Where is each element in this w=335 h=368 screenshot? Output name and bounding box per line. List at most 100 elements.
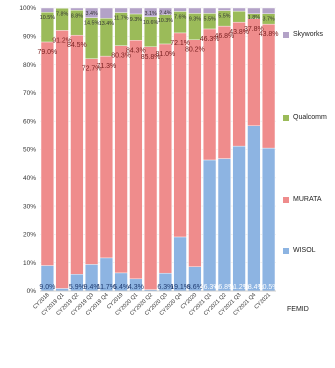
- data-label-murata: 43.8%: [259, 31, 279, 38]
- femid-label: FEMID: [287, 306, 309, 313]
- y-tick-label: 50%: [23, 147, 36, 154]
- legend-label: MURATA: [293, 196, 322, 203]
- y-tick-label: 30%: [23, 203, 36, 210]
- data-label-qualcomm: 14.5%: [84, 21, 99, 27]
- y-tick-label: 10%: [23, 260, 36, 267]
- y-axis: 0% 10% 20% 30% 40% 50% 60% 70% 80% 90% 100%: [19, 5, 36, 295]
- legend-label: Qualcomm: [293, 114, 327, 121]
- data-label-murata: 43.8%: [229, 29, 249, 36]
- legend-item-qualcomm: Qualcomm: [283, 114, 327, 121]
- bar-segment-wisol: [217, 158, 231, 292]
- bar-segment-skyworks: [203, 7, 217, 14]
- y-tick-label: 0%: [27, 288, 37, 295]
- legend-item-skyworks: Skyworks: [283, 31, 323, 38]
- data-label-wisol: 6.3%: [157, 284, 173, 291]
- bar-segment-skyworks: [247, 7, 261, 14]
- bar-segment-murata: [129, 40, 143, 280]
- bar-segment-murata: [173, 32, 187, 238]
- bar-segment-murata: [188, 39, 202, 267]
- bar-segment-murata: [158, 43, 172, 274]
- legend-label: Skyworks: [293, 31, 323, 38]
- data-label-qualcomm: 5.5%: [203, 16, 215, 22]
- data-label-qualcomm: 11.7%: [114, 16, 129, 22]
- data-label-skyworks: 2.4%: [159, 10, 171, 16]
- bar-segment-skyworks: [99, 7, 113, 19]
- data-label-murata: 71.3%: [96, 63, 116, 70]
- y-tick-label: 90%: [23, 34, 36, 41]
- data-label-wisol: 51.2%: [229, 284, 249, 291]
- y-tick-label: 100%: [19, 5, 36, 12]
- data-label-qualcomm: 10.5%: [40, 15, 55, 21]
- bar-segment-wisol: [173, 236, 187, 292]
- legend-swatch: [283, 114, 289, 121]
- data-label-wisol: 8.6%: [187, 284, 203, 291]
- bar-segment-skyworks: [70, 7, 84, 11]
- bar-segment-qualcomm: [232, 10, 246, 23]
- femid-label-text: FEMID: [287, 306, 309, 313]
- bar-segment-skyworks: [114, 7, 128, 13]
- data-label-skyworks: 3.1%: [144, 11, 156, 17]
- data-label-murata: 80.2%: [185, 47, 205, 54]
- data-label-murata: 80.3%: [111, 53, 131, 60]
- data-label-murata: 72.1%: [170, 40, 190, 47]
- bar-segment-murata: [262, 23, 276, 149]
- bar-segment-wisol: [203, 159, 217, 292]
- bar-segment-skyworks: [85, 7, 99, 18]
- data-label-wisol: 46.8%: [214, 284, 234, 291]
- bar-segment-skyworks: [129, 7, 143, 15]
- data-label-wisol: 46.3%: [200, 284, 220, 291]
- data-label-wisol: 6.4%: [113, 284, 129, 291]
- bar-segment-skyworks: [188, 7, 202, 14]
- bar-segment-murata: [99, 55, 113, 259]
- data-label-murata: 79.0%: [37, 49, 57, 56]
- data-label-wisol: 5.9%: [69, 284, 85, 291]
- bar-segment-murata: [55, 30, 69, 289]
- bar-segment-murata: [203, 28, 217, 161]
- bar-segment-skyworks: [262, 7, 276, 14]
- data-label-qualcomm: 8.8%: [71, 13, 83, 19]
- data-label-murata: 46.8%: [214, 33, 234, 40]
- data-label-wisol: 58.4%: [244, 284, 264, 291]
- y-tick-label: 60%: [23, 118, 36, 125]
- chart-data-labels: 9.0% 79.0% 10.5% 91.2% 7.8% 5.9% 84.5% 8.8% 9.4%…: [37, 10, 278, 291]
- y-tick-label: 70%: [23, 90, 36, 97]
- data-label-murata: 46.3%: [200, 36, 220, 43]
- data-label-wisol: 9.4%: [84, 284, 100, 291]
- data-label-qualcomm: 9.3%: [189, 16, 201, 22]
- bar-segment-skyworks: [144, 7, 158, 17]
- data-label-murata: 84.5%: [67, 42, 87, 49]
- data-label-murata: 85.8%: [141, 54, 161, 61]
- data-label-qualcomm: 3.7%: [262, 17, 274, 23]
- bar-segment-skyworks: [217, 7, 231, 11]
- bar-segment-murata: [114, 45, 128, 274]
- y-tick-label: 40%: [23, 175, 36, 182]
- y-tick-label: 20%: [23, 232, 36, 239]
- data-label-murata: 37.8%: [244, 26, 264, 33]
- bar-segment-murata: [144, 46, 158, 290]
- bar-segment-skyworks: [232, 7, 246, 12]
- legend-label: WISOL: [293, 247, 316, 254]
- data-label-wisol: 11.7%: [97, 284, 116, 291]
- bar-segment-wisol: [55, 288, 69, 292]
- data-label-wisol: 4.3%: [128, 284, 144, 291]
- data-label-skyworks: 3.4%: [85, 11, 97, 17]
- bar-segment-wisol: [247, 125, 261, 292]
- bar-segment-murata: [232, 21, 246, 147]
- bar-segment-murata: [40, 41, 54, 266]
- data-label-murata: 84.3%: [126, 47, 146, 54]
- bar-segment-skyworks: [40, 7, 54, 13]
- bar-segment-murata: [85, 58, 99, 265]
- legend-item-wisol: WISOL: [283, 247, 316, 254]
- legend-swatch: [283, 196, 289, 203]
- data-label-wisol: 19.1%: [170, 284, 190, 291]
- x-tick-label: CY2021: [253, 292, 272, 311]
- data-label-wisol: 9.0%: [39, 284, 55, 291]
- data-label-qualcomm: 10.3%: [158, 18, 173, 24]
- y-tick-label: 80%: [23, 62, 36, 69]
- data-label-murata: 91.2%: [52, 37, 72, 44]
- bar-segment-skyworks: [173, 7, 187, 12]
- legend-swatch: [283, 247, 289, 254]
- bar-segment-murata: [217, 25, 231, 159]
